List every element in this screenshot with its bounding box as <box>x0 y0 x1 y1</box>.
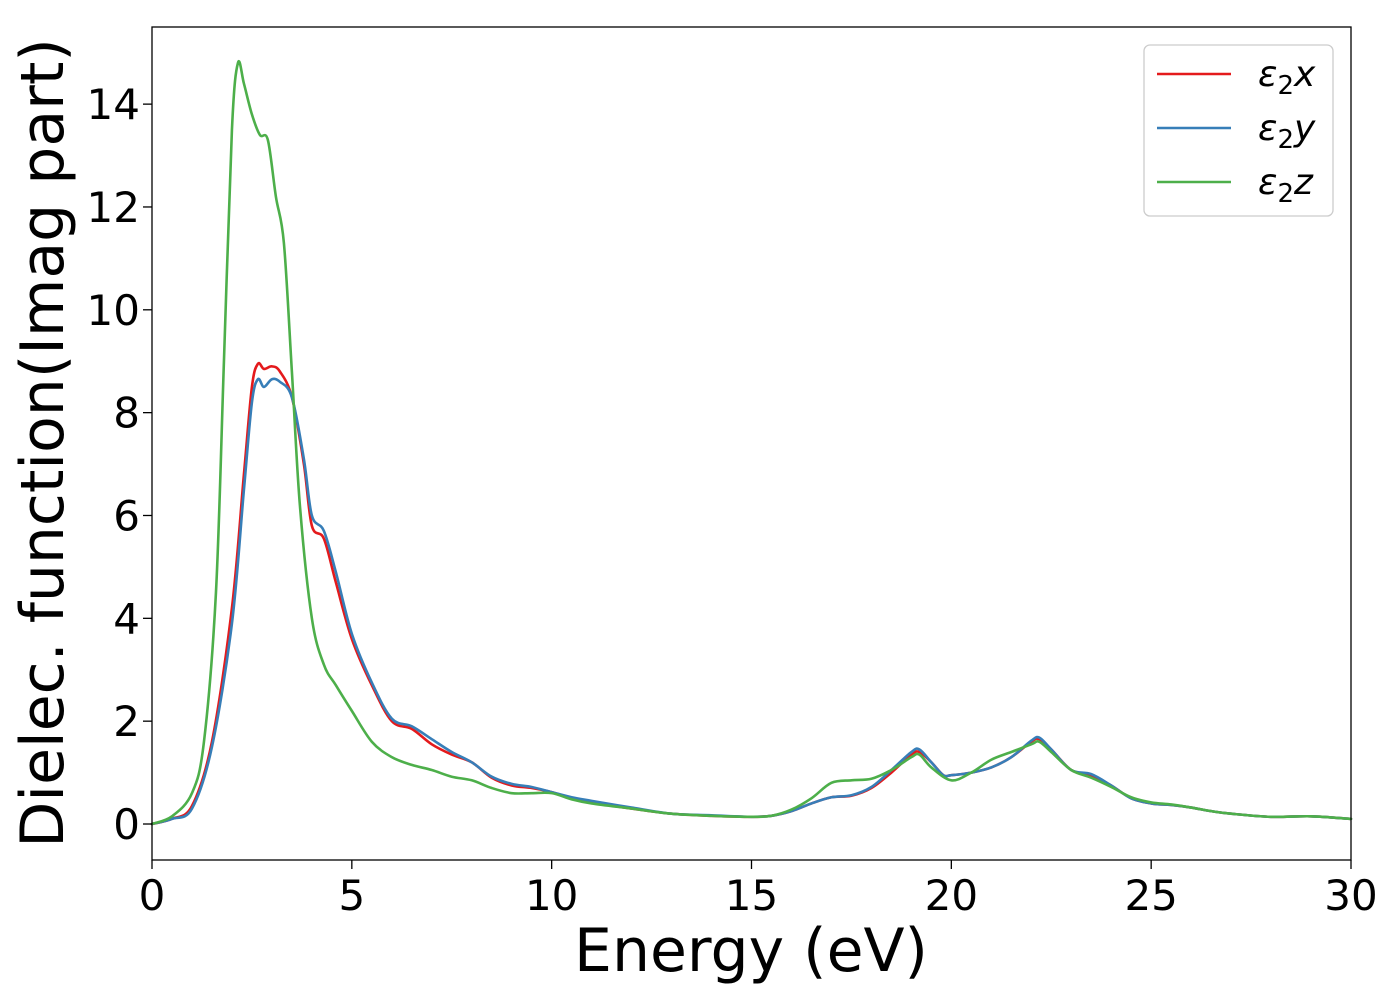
legend: ε2x ε2y ε2z <box>1143 44 1334 217</box>
y-tick-label: 4 <box>113 594 140 643</box>
y-axis: 0 2 4 6 8 10 12 14 <box>87 80 152 849</box>
x-tick-label: 5 <box>338 871 365 920</box>
y-tick-label: 14 <box>87 80 140 129</box>
legend-label-z: ε2z <box>1258 162 1314 209</box>
x-tick-label: 0 <box>139 871 166 920</box>
y-tick-label: 8 <box>113 389 140 438</box>
y-axis-title: Dielec. function(Imag part) <box>8 38 78 848</box>
y-tick-label: 2 <box>113 697 140 746</box>
x-tick-label: 15 <box>725 871 778 920</box>
x-tick-label: 20 <box>925 871 978 920</box>
y-tick-label: 10 <box>87 286 140 335</box>
y-tick-label: 12 <box>87 183 140 232</box>
x-axis: 0 5 10 15 20 25 30 <box>139 860 1378 920</box>
legend-box <box>1143 44 1334 217</box>
x-axis-title: Energy (eV) <box>574 916 928 986</box>
x-tick-label: 10 <box>525 871 578 920</box>
legend-entries: ε2x ε2y ε2z <box>1157 54 1316 209</box>
legend-label-x: ε2x <box>1258 54 1316 101</box>
y-tick-label: 0 <box>113 800 140 849</box>
series-line-z <box>150 60 1353 826</box>
series-layer <box>150 60 1353 826</box>
x-tick-label: 25 <box>1124 871 1177 920</box>
legend-label-y: ε2y <box>1258 108 1316 155</box>
x-tick-label: 30 <box>1324 871 1377 920</box>
y-tick-label: 6 <box>113 491 140 540</box>
